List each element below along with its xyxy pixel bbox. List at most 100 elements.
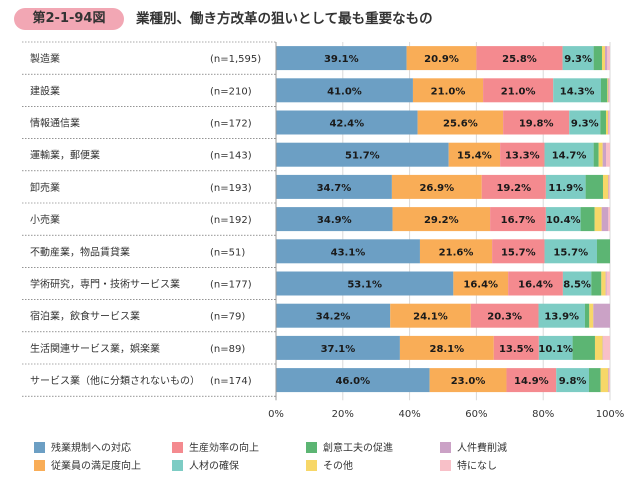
bar-segment (556, 368, 589, 393)
data-label: 41.0% (327, 86, 362, 97)
data-label: 19.8% (519, 119, 554, 130)
category-n-label: (n=89) (210, 344, 245, 355)
bar-segment (276, 174, 392, 199)
bar-segment (608, 78, 609, 103)
legend-label: 人件費削減 (457, 441, 507, 454)
data-label: 24.1% (413, 312, 448, 323)
legend-swatch (34, 460, 45, 471)
bar-segment (538, 303, 585, 328)
data-label: 14.7% (552, 151, 587, 162)
bar-segment (605, 271, 607, 296)
bar-segment (598, 142, 603, 167)
category-label: 運輸業，郵便業 (30, 149, 100, 162)
legend-swatch (306, 442, 317, 453)
bar-segment (600, 368, 609, 393)
legend-swatch (440, 460, 451, 471)
bar-segment (591, 271, 602, 296)
data-label: 28.1% (429, 344, 464, 355)
legend-label: 特になし (457, 460, 497, 472)
bar-segment (608, 207, 610, 232)
data-label: 21.6% (439, 247, 474, 258)
bar-segment (608, 110, 610, 135)
bar-segment (508, 271, 563, 296)
bar-segment (483, 78, 554, 103)
figure-header: 第2-1-94図 業種別、働き方改革の狙いとして最も重要なもの (0, 0, 640, 40)
x-tick-label: 80% (532, 409, 554, 420)
bar-segment (276, 239, 420, 264)
data-label: 42.4% (329, 119, 364, 130)
bar-segment (607, 46, 610, 71)
x-tick-label: 40% (398, 409, 420, 420)
category-label: 小売業 (30, 213, 60, 226)
data-label: 10.4% (546, 215, 581, 226)
bar-segment (448, 142, 501, 167)
bar-segment (276, 78, 413, 103)
bar-segment (607, 110, 609, 135)
bar-segment (604, 46, 608, 71)
legend-swatch (172, 442, 183, 453)
data-label: 13.9% (544, 312, 579, 323)
x-tick-label: 60% (465, 409, 487, 420)
bar-segment (602, 174, 609, 199)
data-label: 43.1% (331, 247, 366, 258)
bar-segment (601, 46, 605, 71)
data-label: 46.0% (335, 376, 370, 387)
bar-segment (608, 368, 610, 393)
bar-segment (608, 368, 609, 393)
bar-segment (608, 174, 609, 199)
category-label: 情報通信業 (30, 117, 80, 130)
bar-segment (391, 174, 482, 199)
bar-segment (412, 78, 484, 103)
data-label: 34.7% (317, 183, 352, 194)
data-label: 16.7% (501, 215, 536, 226)
bar-segment (562, 46, 594, 71)
data-label: 16.4% (518, 280, 553, 291)
bar-segment (453, 271, 509, 296)
bar-segment (406, 46, 477, 71)
data-label: 23.0% (451, 376, 486, 387)
category-n-label: (n=193) (210, 183, 252, 194)
x-tick-label: 0% (268, 409, 284, 420)
category-n-label: (n=143) (210, 151, 252, 162)
bar-segment (492, 239, 545, 264)
category-n-label: (n=192) (210, 215, 252, 226)
bar-segment (276, 142, 449, 167)
bar-segment (553, 78, 601, 103)
figure-number-badge: 第2-1-94図 (14, 8, 124, 30)
bar-segment (584, 303, 590, 328)
legend-swatch (172, 460, 183, 471)
bar-segment (608, 78, 610, 103)
data-label: 13.3% (505, 151, 540, 162)
data-label: 37.1% (321, 344, 356, 355)
bar-segment (545, 207, 581, 232)
legend-swatch (440, 442, 451, 453)
bar-segment (601, 271, 606, 296)
data-label: 15.7% (501, 247, 536, 258)
bar-segment (580, 207, 595, 232)
bar-segment (602, 142, 606, 167)
data-label: 25.6% (443, 119, 478, 130)
category-n-label: (n=174) (210, 376, 252, 387)
bar-segment (419, 239, 493, 264)
bar-segment (589, 303, 594, 328)
data-label: 19.2% (496, 183, 531, 194)
bar-segment (593, 303, 610, 328)
bar-segment (503, 110, 570, 135)
data-label: 15.7% (553, 247, 588, 258)
bar-segment (276, 271, 454, 296)
bar-segment (390, 303, 471, 328)
bar-segment (572, 335, 595, 360)
bar-segment (545, 174, 586, 199)
data-label: 9.3% (571, 119, 599, 130)
bar-segment (429, 368, 507, 393)
legend-swatch (34, 442, 45, 453)
bar-segment (600, 78, 608, 103)
legend-label: その他 (323, 459, 353, 472)
bar-segment (276, 207, 393, 232)
bar-segment (593, 46, 602, 71)
figure-title: 業種別、働き方改革の狙いとして最も重要なもの (136, 11, 433, 27)
bar-segment (600, 110, 606, 135)
data-label: 39.1% (324, 54, 359, 65)
legend-label: 従業員の満足度向上 (51, 459, 141, 472)
